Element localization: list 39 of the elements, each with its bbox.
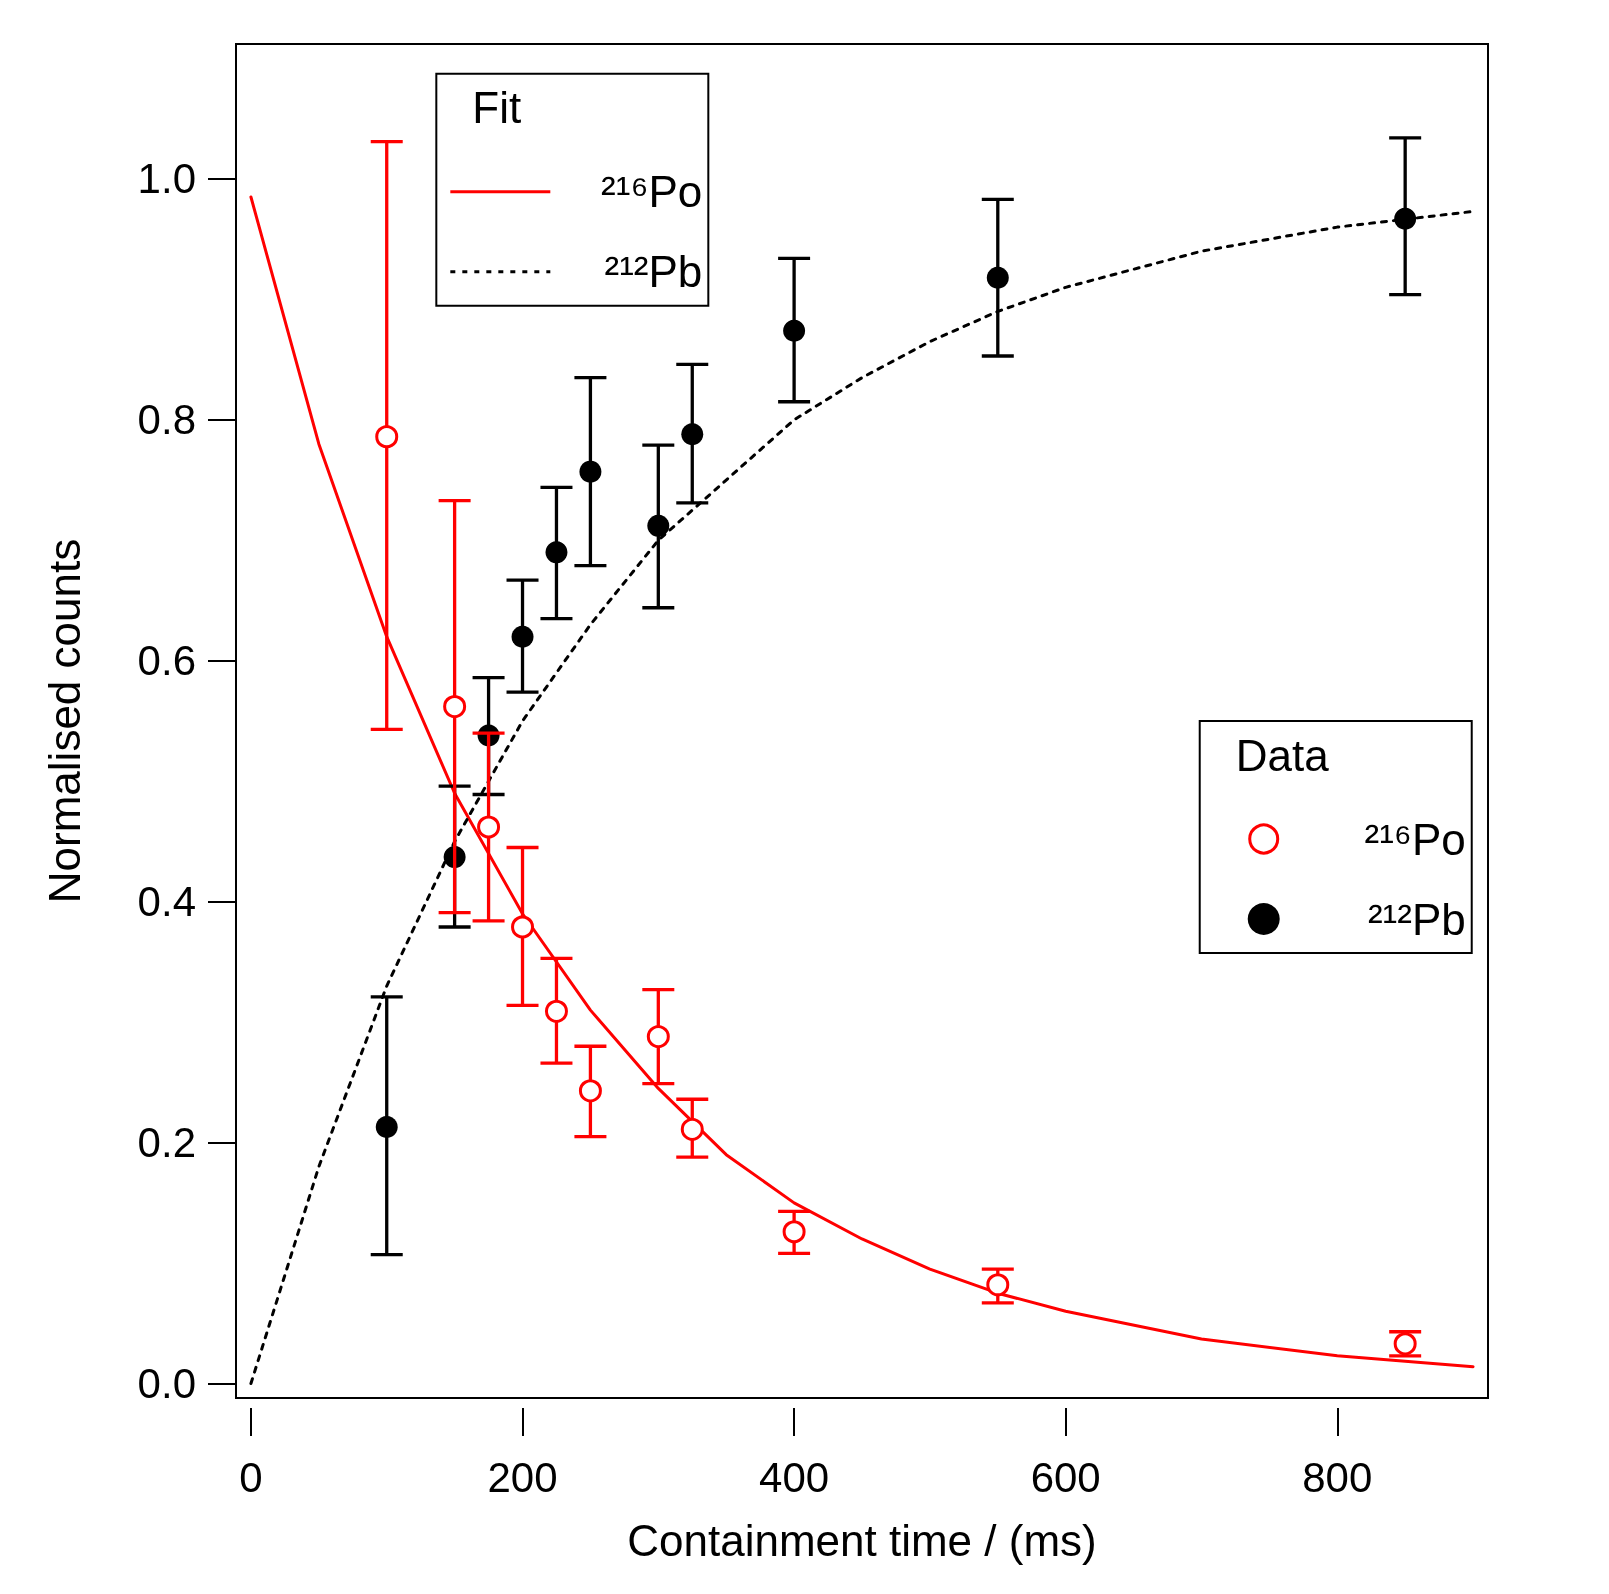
point (1394, 207, 1417, 230)
y-tick-label: 1.0 (137, 155, 196, 203)
point (375, 425, 399, 449)
legend-label: ²¹²Pb (1367, 894, 1466, 944)
point (1393, 1332, 1417, 1356)
point (375, 1115, 398, 1138)
point (477, 815, 501, 839)
point (443, 695, 467, 719)
point (986, 1273, 1010, 1297)
point (544, 999, 568, 1023)
legend-label: ²¹⁶Po (1364, 814, 1466, 864)
y-tick-label: 0.0 (137, 1360, 196, 1408)
x-tick-label: 0 (239, 1453, 263, 1501)
y-tick-label: 0.6 (137, 637, 196, 685)
text: Data (1235, 730, 1329, 780)
y-tick-label: 0.2 (137, 1119, 196, 1167)
x-tick-label: 400 (759, 1453, 830, 1501)
point (783, 319, 806, 342)
x-tick-label: 600 (1030, 1453, 1101, 1501)
point (511, 625, 534, 648)
point (680, 1117, 704, 1141)
point (545, 541, 568, 564)
point (646, 1025, 670, 1049)
x-tick-label: 800 (1302, 1453, 1373, 1501)
point (647, 514, 670, 537)
point (681, 423, 704, 446)
y-axis-title: Normalised counts (39, 538, 89, 904)
point (782, 1220, 806, 1244)
legend-label: ²¹²Pb (604, 247, 703, 297)
x-tick-label: 200 (487, 1453, 558, 1501)
x-axis-title: Containment time / (ms) (627, 1515, 1097, 1565)
y-tick-label: 0.4 (137, 878, 196, 926)
y-tick-label: 0.8 (137, 396, 196, 444)
point (579, 460, 602, 483)
point (511, 915, 535, 939)
point (578, 1079, 602, 1103)
text: Fit (472, 83, 522, 133)
legend-label: ²¹⁶Po (601, 167, 703, 217)
point (986, 266, 1009, 289)
